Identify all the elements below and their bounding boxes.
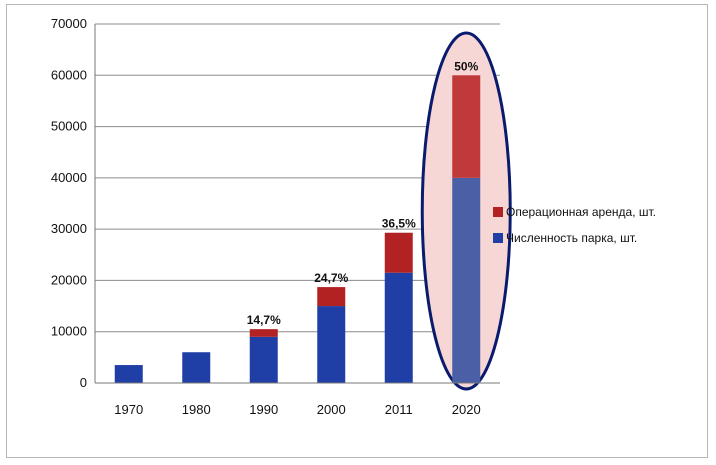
bar-lease [249,329,278,337]
bar-fleet [317,306,346,383]
bars [114,75,481,383]
data-label: 50% [454,59,478,73]
y-tick-label: 70000 [51,16,87,31]
x-tick-label: 1980 [182,402,211,417]
data-label: 14,7% [247,313,281,327]
legend-swatch [493,233,503,243]
bar-fleet [182,352,211,383]
legend-label: Операционная аренда, шт. [506,205,656,219]
bar-fleet [384,272,413,383]
data-label: 36,5% [382,217,416,231]
legend: Операционная аренда, шт. Численность парк… [493,205,656,245]
bar-fleet [249,336,278,383]
y-tick-label: 40000 [51,170,87,185]
y-tick-label: 20000 [51,272,87,287]
bar-lease [317,287,346,307]
axes: 0 10000 20000 30000 40000 50000 60000 70000 1970… [51,16,500,417]
y-tick-label: 10000 [51,324,87,339]
y-tick-label: 50000 [51,119,87,134]
legend-label: Численность парка, шт. [506,231,637,245]
bar-lease [384,232,413,273]
bar-lease [452,75,481,178]
x-tick-label: 1990 [249,402,278,417]
y-tick-label: 0 [80,375,87,390]
bar-fleet [114,365,143,383]
y-tick-label: 30000 [51,221,87,236]
y-tick-label: 60000 [51,67,87,82]
x-tick-label: 2000 [317,402,346,417]
x-tick-label: 2011 [385,402,413,417]
x-tick-label: 1970 [114,402,143,417]
data-labels: 14,7% 24,7% 36,5% 50% [247,59,479,327]
x-tick-label: 2020 [452,402,481,417]
legend-swatch [493,207,503,217]
data-label: 24,7% [314,271,348,285]
bar-fleet [452,177,481,383]
